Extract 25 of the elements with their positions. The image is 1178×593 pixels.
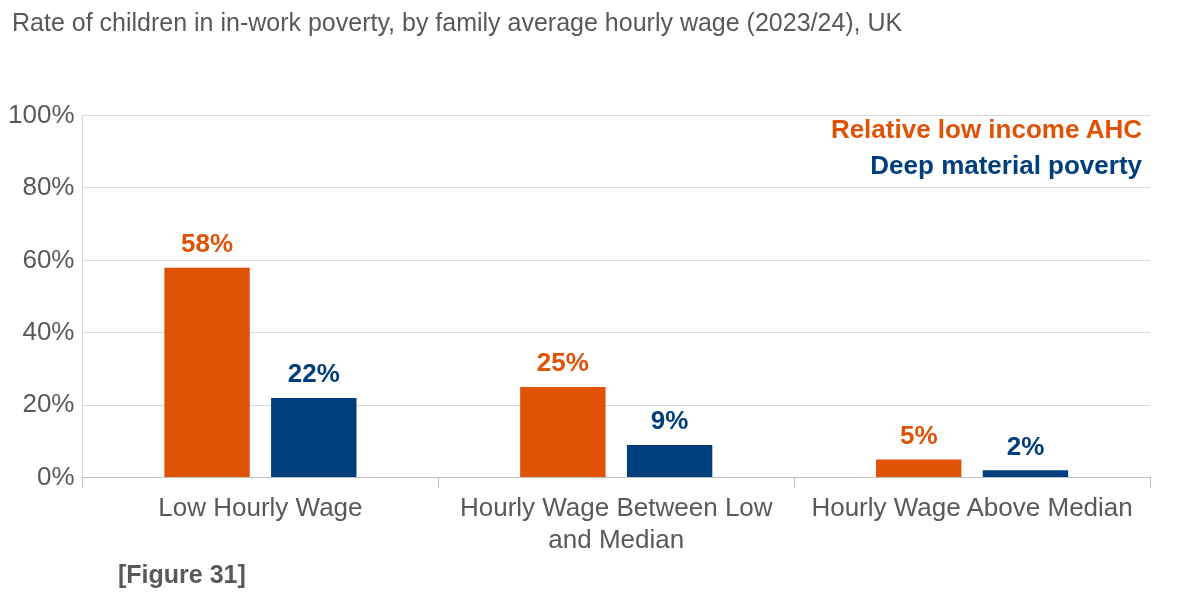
- text: Relative low income AHC: [830, 113, 1143, 144]
- data-label: 22%: [287, 358, 340, 389]
- y-tick-label: 20%: [22, 388, 75, 419]
- bar: [626, 445, 713, 478]
- data-label: 58%: [181, 227, 234, 258]
- y-tick-label: 80%: [22, 171, 75, 202]
- x-tick-label: Low Hourly Wage: [158, 492, 363, 523]
- chart-title: Rate of children in in-work poverty, by family average hourly wage (2023/24), UK: [12, 7, 904, 38]
- data-label: 5%: [899, 419, 938, 450]
- y-tick-label: 60%: [22, 243, 75, 274]
- bar: [271, 397, 357, 478]
- y-tick-label: 40%: [22, 315, 75, 346]
- bar: [164, 267, 250, 478]
- text: [Figure 31]: [118, 560, 246, 589]
- bar: [982, 470, 1069, 478]
- bar: [876, 459, 962, 478]
- y-tick-label: 100%: [8, 98, 75, 129]
- x-tick-label: Hourly Wage Above Median: [811, 492, 1133, 523]
- y-tick-label: 0%: [36, 460, 75, 491]
- bar: [520, 387, 606, 478]
- text: Deep material poverty: [870, 149, 1143, 180]
- data-label: 9%: [650, 405, 689, 436]
- data-label: 25%: [536, 347, 589, 378]
- x-tick-label: Hourly Wage Between Low and Median: [459, 492, 773, 554]
- data-label: 2%: [1006, 430, 1045, 461]
